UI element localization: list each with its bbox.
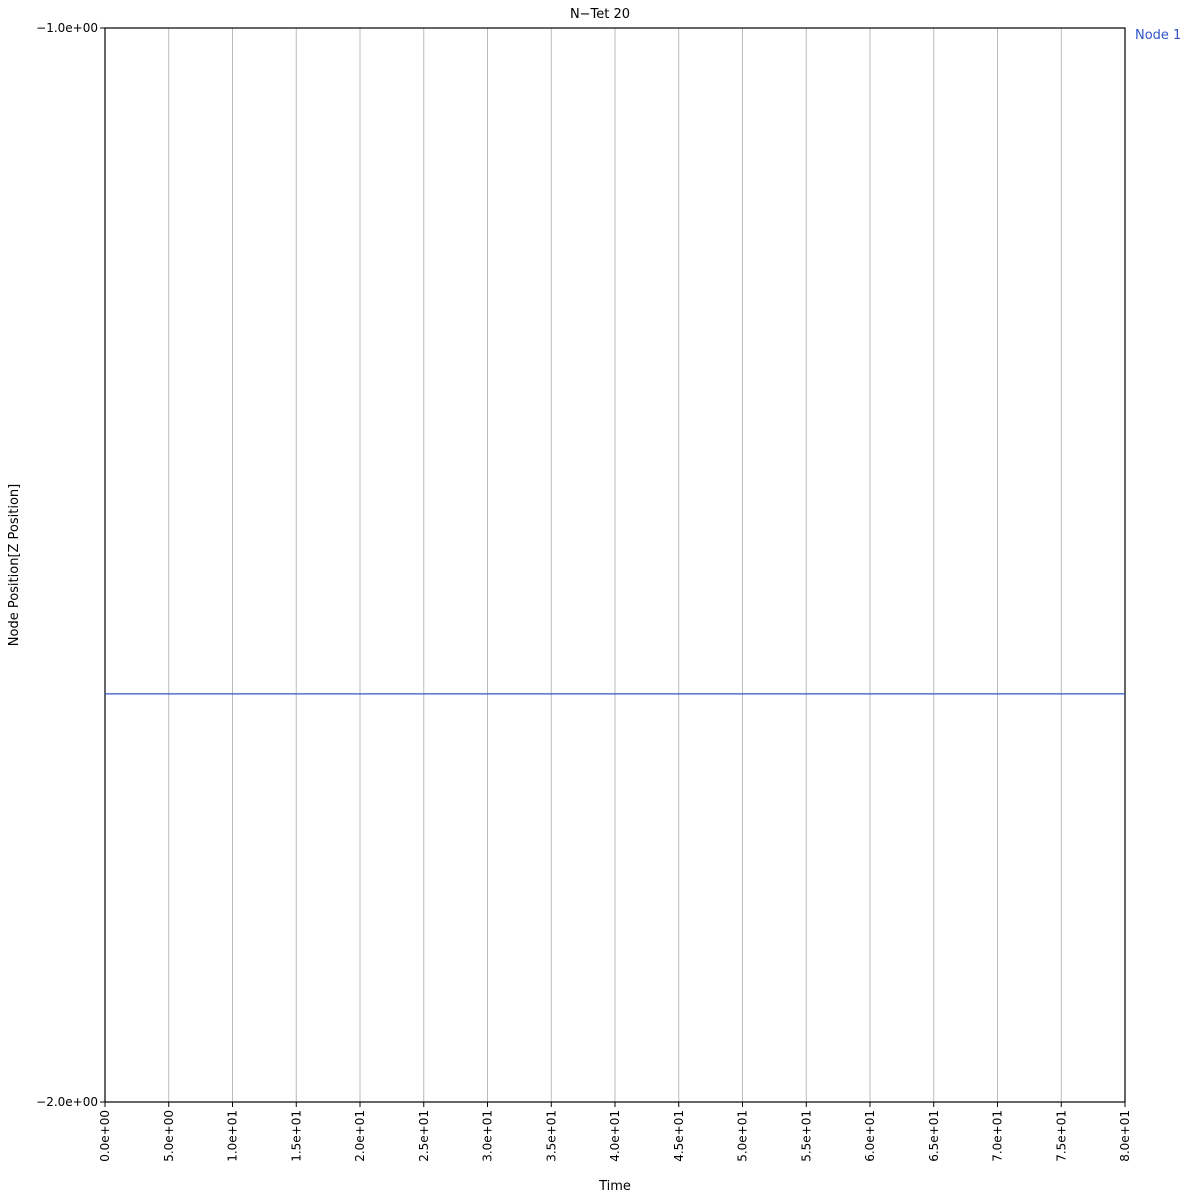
x-tick-label: 6.5e+01 <box>927 1110 941 1162</box>
x-tick-layer: 0.0e+00 5.0e+00 1.0e+01 1.5e+01 2.0e+01 2.5e+… <box>98 1102 1132 1162</box>
x-tick-label: 5.0e+01 <box>736 1110 750 1162</box>
x-tick-label: 1.5e+01 <box>289 1110 303 1162</box>
y-axis-label: Node Position[Z Position] <box>7 484 22 646</box>
x-tick-label: 5.0e+00 <box>162 1110 176 1162</box>
x-axis-label: Time <box>598 1179 631 1194</box>
grid-layer <box>168 28 1062 1102</box>
x-tick-label: 3.0e+01 <box>481 1110 495 1162</box>
legend: Node 1 <box>1135 28 1181 43</box>
x-tick-label: 2.5e+01 <box>417 1110 431 1162</box>
x-tick-label: 4.0e+01 <box>608 1110 622 1162</box>
y-tick-layer: −1.0e+00 −2.0e+00 <box>36 21 105 1109</box>
x-tick-label: 8.0e+01 <box>1118 1110 1132 1162</box>
legend-entry: Node 1 <box>1135 28 1181 43</box>
x-tick-label: 5.5e+01 <box>799 1110 813 1162</box>
x-tick-label: 7.0e+01 <box>991 1110 1005 1162</box>
x-tick-label: 4.5e+01 <box>672 1110 686 1162</box>
x-tick-label: 6.0e+01 <box>863 1110 877 1162</box>
y-tick-label: −1.0e+00 <box>36 21 98 35</box>
y-tick-label: −2.0e+00 <box>36 1095 98 1109</box>
x-tick-label: 0.0e+00 <box>98 1110 112 1162</box>
x-tick-label: 2.0e+01 <box>353 1110 367 1162</box>
chart-title: N−Tet 20 <box>570 7 630 22</box>
x-tick-label: 3.5e+01 <box>544 1110 558 1162</box>
x-tick-label: 1.0e+01 <box>226 1110 240 1162</box>
x-tick-label: 7.5e+01 <box>1054 1110 1068 1162</box>
